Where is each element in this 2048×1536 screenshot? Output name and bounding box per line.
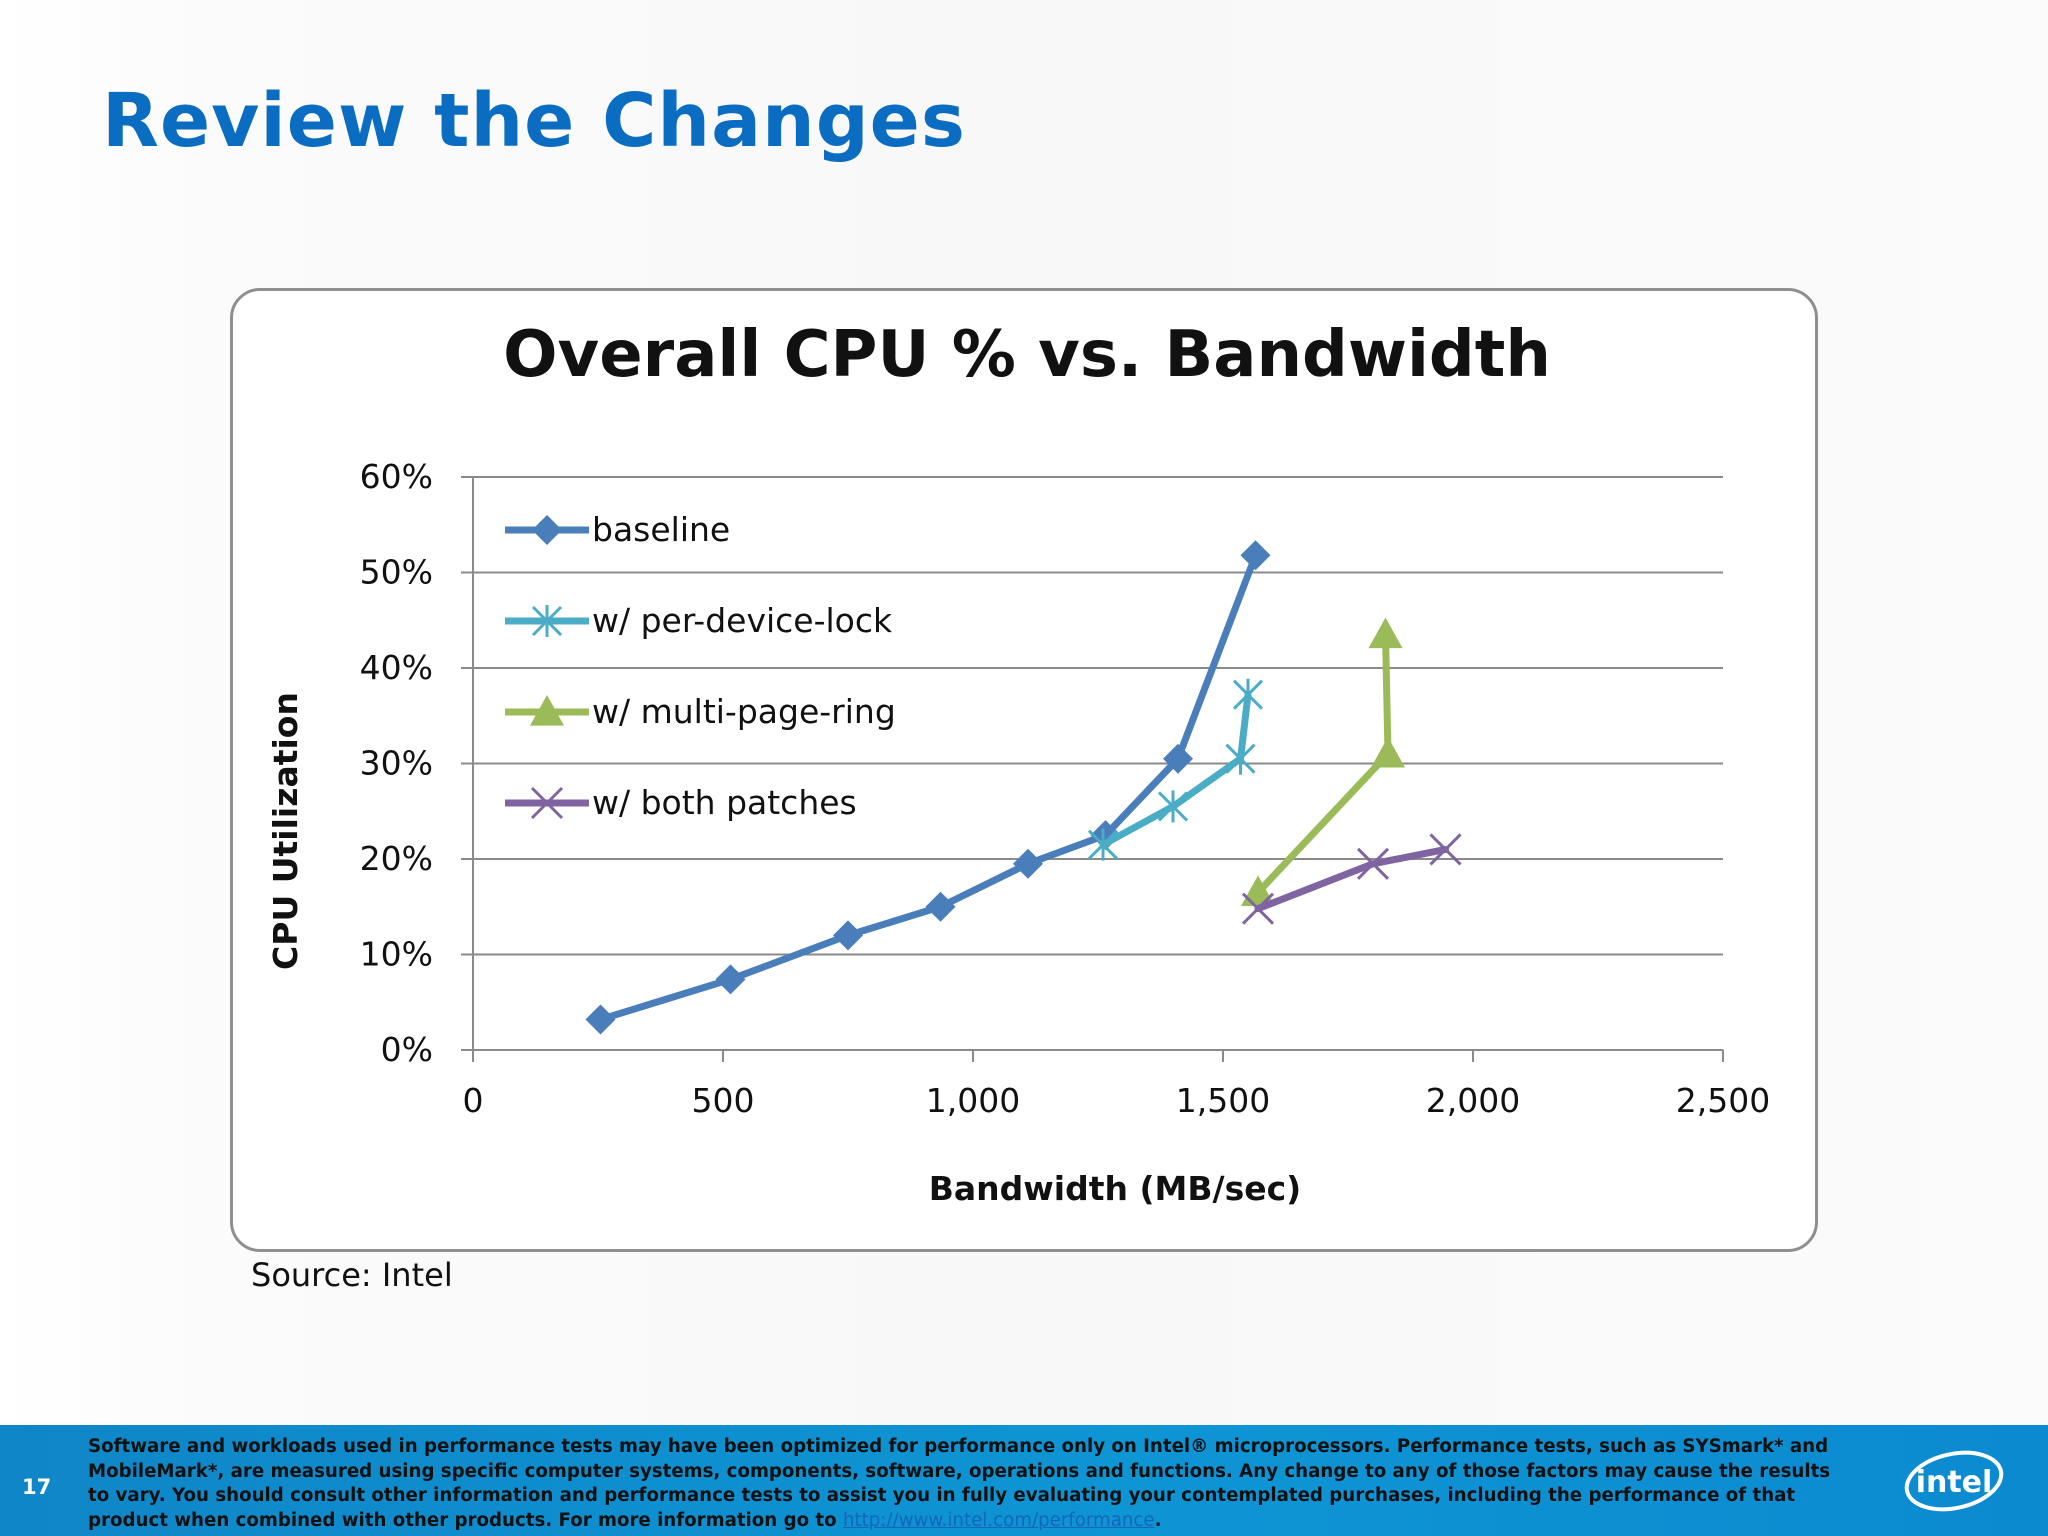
- x-tick-label: 1,000: [926, 1081, 1020, 1120]
- performance-disclaimer: Software and workloads used in performan…: [88, 1435, 1848, 1533]
- performance-link[interactable]: http://www.intel.com/performance: [842, 1509, 1155, 1531]
- x-tick-label: 500: [692, 1081, 755, 1120]
- y-tick-label: 10%: [360, 935, 433, 974]
- data-point-w-per-device-lock: [1232, 678, 1264, 711]
- diamond-marker: [1240, 540, 1271, 571]
- data-point-w-per-device-lock: [1157, 790, 1189, 823]
- data-point-w-multi-page-ring: [1371, 736, 1405, 768]
- data-point-baseline: [1163, 743, 1193, 774]
- intel-logo-text: intel: [1916, 1465, 1993, 1500]
- legend-marker: [530, 695, 564, 726]
- x-stroke: [530, 786, 564, 820]
- x-tick-label: 1,500: [1176, 1081, 1270, 1120]
- legend-entry-w-per-device-lock: w/ per-device-lock: [505, 601, 893, 640]
- y-axis-label: CPU Utilization: [266, 692, 305, 970]
- legend-label: w/ multi-page-ring: [592, 692, 896, 731]
- chart-axes: 0% 10% 20% 30% 40% 50% 60% 0 500 1,000 1,500 2,000 2…: [360, 457, 1771, 1120]
- triangle-marker: [1371, 736, 1405, 768]
- legend-label: baseline: [592, 510, 730, 549]
- legend-label: w/ per-device-lock: [592, 601, 893, 640]
- x-axis-label: Bandwidth (MB/sec): [929, 1169, 1302, 1208]
- series-line-baseline: [597, 551, 1259, 1023]
- x-tick-label: 2,500: [1676, 1081, 1770, 1120]
- data-point-w-per-device-lock: [1225, 742, 1256, 775]
- diamond-marker: [715, 964, 746, 995]
- triangle-marker: [1368, 617, 1403, 649]
- data-point-w-multi-page-ring: [1368, 617, 1403, 649]
- data-point-w-both-patches: [1429, 833, 1462, 866]
- x-stroke: [1429, 833, 1462, 866]
- chart-gridlines: [473, 476, 1723, 956]
- diamond-marker: [833, 920, 863, 951]
- y-tick-label: 20%: [360, 839, 433, 878]
- data-point-baseline: [1013, 848, 1043, 879]
- data-point-baseline: [1240, 540, 1271, 571]
- disclaimer-text: Software and workloads used in performan…: [88, 1436, 1831, 1531]
- y-tick-label: 30%: [360, 744, 433, 783]
- chart-legend: baseline w/ per-device-lock w/ multi-page-…: [505, 510, 896, 822]
- x-stroke: [1356, 847, 1390, 880]
- data-point-baseline: [715, 964, 746, 995]
- data-point-baseline: [925, 891, 956, 922]
- x-tick-label: 2,000: [1426, 1081, 1520, 1120]
- legend-entry-w-multi-page-ring: w/ multi-page-ring: [505, 692, 896, 731]
- series-line-w-per-device-lock: [1099, 691, 1252, 849]
- legend-entry-w-both-patches: w/ both patches: [505, 783, 857, 822]
- chart-series: [585, 540, 1462, 1035]
- slide-title: Review the Changes: [102, 78, 966, 164]
- legend-marker: [530, 786, 564, 820]
- cpu-bandwidth-chart: Overall CPU % vs. Bandwidth 0% 10% 20% 30% 4…: [266, 318, 1771, 1208]
- chart-frame: Overall CPU % vs. Bandwidth 0% 10% 20% 30% 4…: [230, 288, 1818, 1252]
- y-tick-label: 50%: [360, 553, 433, 592]
- legend-label: w/ both patches: [592, 783, 857, 822]
- intel-logo: intel: [1904, 1450, 2004, 1512]
- diamond-marker: [1163, 743, 1193, 774]
- y-tick-label: 40%: [360, 648, 433, 687]
- data-point-baseline: [585, 1004, 616, 1035]
- data-point-w-both-patches: [1241, 892, 1275, 925]
- diamond-marker: [585, 1004, 616, 1035]
- x-tick-label: 0: [463, 1081, 484, 1120]
- footer-bar: 17 Software and workloads used in perfor…: [0, 1425, 2048, 1536]
- legend-entry-baseline: baseline: [505, 510, 730, 549]
- chart-title: Overall CPU % vs. Bandwidth: [503, 318, 1551, 392]
- legend-marker: [531, 605, 563, 637]
- triangle-marker: [530, 695, 564, 726]
- page-number: 17: [22, 1475, 52, 1499]
- data-point-w-both-patches: [1356, 847, 1390, 880]
- x-stroke: [1241, 892, 1275, 925]
- diamond-marker: [925, 891, 956, 922]
- y-tick-label: 60%: [360, 457, 433, 496]
- source-note: Source: Intel: [251, 1256, 453, 1294]
- data-point-baseline: [833, 920, 863, 951]
- disclaimer-end: .: [1154, 1509, 1162, 1531]
- diamond-marker: [532, 515, 562, 545]
- diamond-marker: [1013, 848, 1043, 879]
- data-point-w-per-device-lock: [1087, 828, 1119, 861]
- legend-marker: [532, 515, 562, 545]
- y-tick-label: 0%: [381, 1030, 433, 1069]
